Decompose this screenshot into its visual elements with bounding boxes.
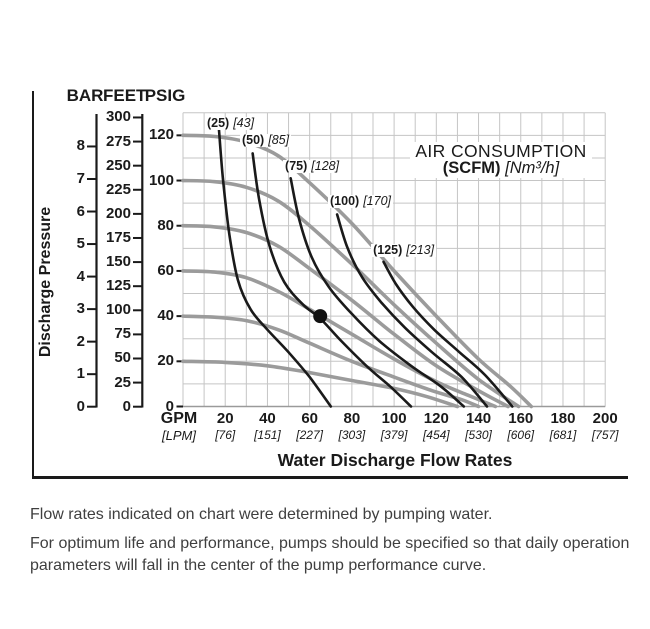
- gpm-tick-label: 80: [343, 410, 361, 427]
- performance-curve-40psi: [181, 314, 481, 409]
- bar-tick-label: 7: [76, 169, 85, 187]
- air-curve-label-scfm: (50): [241, 133, 265, 148]
- air-curve-label-nm3h: [128]: [311, 159, 340, 174]
- feet-tick-label: 225: [105, 180, 131, 198]
- lpm-tick-label: [530]: [465, 428, 492, 442]
- bar-tick-label: 0: [76, 397, 85, 415]
- gpm-tick-label: 100: [381, 410, 407, 427]
- feet-tick-label: 125: [105, 277, 131, 295]
- air-curve-125scfm: [382, 260, 514, 408]
- gpm-tick-label: 60: [301, 410, 318, 427]
- bar-tick-label: 4: [76, 267, 85, 285]
- feet-tick-label: 275: [105, 132, 131, 150]
- air-curve-50scfm: [251, 152, 413, 408]
- bar-tick-label: 6: [76, 202, 85, 220]
- psig-tick-label: 20: [157, 352, 174, 370]
- x-axis-unit-lpm: [LPM]: [162, 428, 196, 443]
- air-curve-100scfm: [335, 213, 489, 408]
- performance-curve-80psi: [181, 223, 510, 409]
- psig-tick-label: 120: [148, 126, 174, 144]
- bar-scale-header: BAR: [66, 86, 104, 105]
- air-curve-label-scfm: (125): [373, 242, 403, 257]
- gpm-tick-label: 180: [550, 410, 576, 427]
- air-curve-label-scfm: (75): [285, 159, 308, 174]
- air-curve-25scfm: [217, 127, 333, 408]
- operating-point-dot: [313, 309, 328, 324]
- air-curve-label-nm3h: [170]: [363, 194, 392, 209]
- psig-tick-label: 80: [157, 216, 174, 234]
- psig-tick-label: 40: [157, 307, 174, 325]
- performance-curve-120psi: [181, 133, 534, 409]
- performance-curve-100psi: [181, 178, 521, 409]
- feet-tick-label: 200: [105, 204, 131, 222]
- lpm-tick-label: [454]: [422, 428, 450, 442]
- lpm-tick-label: [681]: [549, 428, 577, 442]
- x-axis-unit-gpm: GPM: [160, 410, 198, 427]
- air-curve-label-nm3h: [43]: [233, 115, 255, 130]
- bar-tick-label: 1: [76, 365, 85, 383]
- lpm-tick-label: [227]: [296, 428, 323, 442]
- nm3h-unit-label: [Nm³/h]: [505, 159, 560, 177]
- feet-scale-header: FEET: [103, 86, 147, 105]
- performance-curve-60psi: [181, 269, 498, 409]
- air-curve-label-125: (125) [213]: [371, 242, 437, 257]
- bar-tick-label: 3: [76, 300, 85, 318]
- bar-tick-label: 5: [76, 235, 85, 253]
- gpm-tick-label: 160: [508, 410, 534, 427]
- feet-tick-label: 300: [105, 108, 131, 126]
- air-curve-label-scfm: (100): [330, 194, 360, 209]
- lpm-tick-label: [379]: [380, 428, 408, 442]
- lpm-tick-label: [606]: [507, 428, 535, 442]
- psig-tick-label: 0: [165, 397, 174, 415]
- performance-curve-20psi: [181, 359, 460, 409]
- chart-labels-layer: AIR CONSUMPTION (SCFM) [Nm³/h] GPM [LPM]…: [76, 108, 619, 470]
- feet-tick-label: 175: [105, 228, 131, 246]
- psig-tick-label: 60: [157, 261, 174, 279]
- air-consumption-title-line1: AIR CONSUMPTION: [415, 141, 587, 161]
- lpm-tick-label: [151]: [254, 428, 281, 442]
- air-curve-label-75: (75) [128]: [283, 159, 342, 174]
- figure-bottom-border: [32, 476, 628, 479]
- psig-tick-label: 100: [148, 171, 174, 189]
- air-curve-label-50: (50) [85]: [239, 133, 292, 148]
- feet-tick-label: 0: [122, 397, 131, 415]
- feet-tick-label: 100: [105, 301, 131, 319]
- feet-tick-label: 75: [114, 325, 131, 343]
- gpm-tick-label: 200: [592, 410, 618, 427]
- lpm-tick-label: [303]: [338, 428, 366, 442]
- note-pumping-water: Flow rates indicated on chart were deter…: [30, 506, 493, 523]
- bar-tick-label: 2: [76, 332, 85, 350]
- air-curve-label-100: (100) [170]: [328, 194, 394, 209]
- feet-tick-label: 50: [114, 349, 131, 367]
- air-curve-label-scfm: (25): [206, 115, 230, 130]
- bar-tick-label: 8: [76, 137, 85, 155]
- air-consumption-title: AIR CONSUMPTION (SCFM) [Nm³/h]: [410, 142, 592, 178]
- psig-scale-header: PSIG: [144, 86, 186, 105]
- air-curve-label-nm3h: [213]: [406, 242, 435, 257]
- x-axis-title: Water Discharge Flow Rates: [277, 450, 513, 470]
- air-curve-label-25: (25) [43]: [204, 115, 257, 130]
- gpm-tick-label: 140: [466, 410, 492, 427]
- note-optimum-life: For optimum life and performance, pumps …: [30, 535, 630, 574]
- figure-left-border: [32, 91, 34, 477]
- air-curve-75scfm: [289, 176, 466, 408]
- lpm-tick-label: [757]: [591, 428, 619, 442]
- feet-tick-label: 25: [114, 373, 131, 391]
- feet-tick-label: 150: [105, 253, 131, 271]
- air-curve-label-nm3h: [85]: [268, 133, 290, 148]
- gpm-tick-label: 20: [216, 410, 234, 427]
- gpm-tick-label: 40: [259, 410, 276, 427]
- scfm-label: (SCFM): [442, 159, 501, 177]
- air-consumption-title-line2: (SCFM) [Nm³/h]: [410, 160, 592, 177]
- gpm-tick-label: 120: [423, 410, 449, 427]
- lpm-tick-label: [76]: [215, 428, 236, 442]
- feet-tick-label: 250: [105, 156, 131, 174]
